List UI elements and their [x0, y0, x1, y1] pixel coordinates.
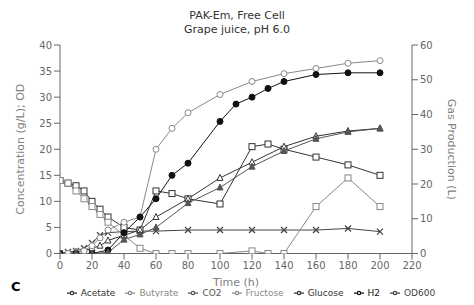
svg-text:80: 80 — [182, 260, 195, 271]
svg-text:20: 20 — [86, 260, 99, 271]
svg-text:20: 20 — [420, 179, 433, 190]
svg-text:Gas Production (L): Gas Production (L) — [445, 99, 458, 200]
svg-text:10: 10 — [39, 196, 52, 207]
svg-text:120: 120 — [242, 260, 261, 271]
svg-text:10: 10 — [420, 213, 433, 224]
html-text:Fructose: Fructose — [245, 287, 284, 298]
svg-text:140: 140 — [274, 260, 293, 271]
svg-text:180: 180 — [338, 260, 357, 271]
svg-text:35: 35 — [39, 66, 52, 77]
html-text:H2: H2 — [367, 287, 380, 298]
html-text:PAK-Em, Free Cell: PAK-Em, Free Cell — [189, 9, 285, 22]
svg-text:40: 40 — [39, 40, 52, 51]
html-text:OD600: OD600 — [404, 287, 436, 298]
svg-text:Concentration (g/L); OD: Concentration (g/L); OD — [14, 84, 27, 215]
svg-text:30: 30 — [39, 92, 52, 103]
svg-text:100: 100 — [210, 260, 229, 271]
html-text:Glucose: Glucose — [307, 287, 344, 298]
svg-text:60: 60 — [420, 40, 433, 51]
html-text:Grape juice, pH 6.0: Grape juice, pH 6.0 — [183, 23, 291, 36]
svg-text:20: 20 — [39, 144, 52, 155]
html-text:Butyrate: Butyrate — [139, 287, 179, 298]
html-text:CO2: CO2 — [202, 287, 222, 298]
svg-text:0: 0 — [46, 248, 52, 259]
svg-text:0: 0 — [420, 248, 426, 259]
html-text:C: C — [11, 279, 21, 294]
svg-text:220: 220 — [402, 260, 421, 271]
svg-text:160: 160 — [306, 260, 325, 271]
svg-text:Time (h): Time (h) — [212, 276, 259, 289]
svg-text:25: 25 — [39, 118, 52, 129]
svg-text:40: 40 — [118, 260, 131, 271]
svg-text:50: 50 — [420, 74, 433, 85]
svg-text:200: 200 — [370, 260, 389, 271]
svg-text:15: 15 — [39, 170, 52, 181]
svg-text:60: 60 — [150, 260, 163, 271]
svg-text:30: 30 — [420, 144, 433, 155]
svg-text:5: 5 — [46, 222, 52, 233]
svg-text:40: 40 — [420, 109, 433, 120]
svg-text:0: 0 — [57, 260, 63, 271]
html-text:Acetate: Acetate — [80, 287, 116, 298]
